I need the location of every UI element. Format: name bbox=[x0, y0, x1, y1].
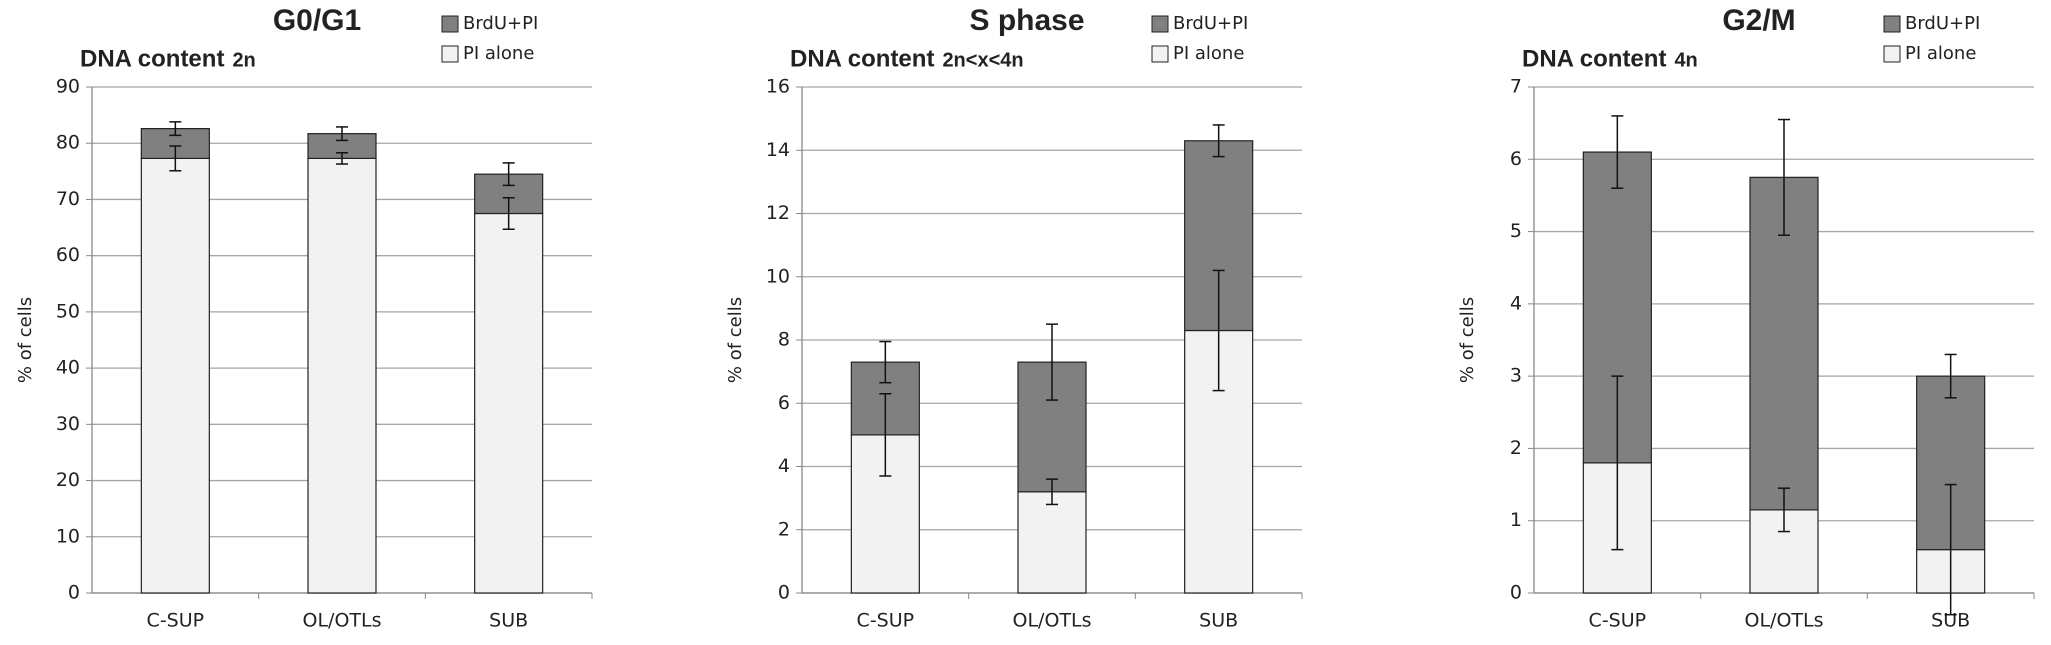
y-tick-label: 20 bbox=[56, 469, 80, 491]
legend-label: BrdU+PI bbox=[1905, 13, 1980, 34]
chart-subtitle-suffix: 2n bbox=[232, 49, 255, 71]
bar-segment bbox=[140, 157, 210, 594]
x-tick-label: SUB bbox=[1199, 610, 1238, 632]
legend-swatch bbox=[1883, 15, 1901, 33]
y-tick-label: 12 bbox=[766, 202, 790, 224]
legend-swatch bbox=[441, 45, 459, 63]
chart-panel: G0/G1 DNA content 2n % of cells 0 10 20 30 40 50 6… bbox=[15, 4, 593, 632]
y-axis-label: % of cells bbox=[15, 297, 36, 383]
legend-label: PI alone bbox=[463, 43, 534, 64]
bar-segment bbox=[1017, 491, 1087, 594]
y-tick-label: 4 bbox=[1510, 292, 1522, 314]
y-tick-label: 70 bbox=[56, 188, 80, 210]
y-tick-label: 6 bbox=[778, 392, 790, 414]
y-tick-label: 10 bbox=[56, 525, 80, 547]
y-tick-label: 14 bbox=[766, 139, 790, 161]
chart-subtitle: DNA content bbox=[80, 45, 224, 72]
y-tick-label: 8 bbox=[778, 329, 790, 351]
y-tick-label: 4 bbox=[778, 455, 790, 477]
y-tick-label: 1 bbox=[1510, 509, 1522, 531]
legend-swatch bbox=[1151, 45, 1169, 63]
legend-label: BrdU+PI bbox=[1173, 13, 1248, 34]
chart-panel: S phase DNA content 2n<x<4n % of cells 0 2 4 6 8… bbox=[725, 4, 1303, 632]
y-tick-label: 0 bbox=[778, 582, 790, 604]
x-tick-label: C-SUP bbox=[1589, 610, 1647, 632]
y-tick-label: 50 bbox=[56, 300, 80, 322]
y-tick-label: 2 bbox=[1510, 437, 1522, 459]
x-tick-label: C-SUP bbox=[857, 610, 915, 632]
x-tick-label: SUB bbox=[489, 610, 528, 632]
legend-label: PI alone bbox=[1905, 43, 1976, 64]
chart-subtitle: DNA content bbox=[1522, 45, 1666, 72]
x-tick-label: OL/OTLs bbox=[1745, 610, 1824, 632]
y-tick-label: 3 bbox=[1510, 365, 1522, 387]
chart-title: G0/G1 bbox=[273, 4, 361, 37]
x-tick-label: SUB bbox=[1931, 610, 1970, 632]
chart-subtitle: DNA content bbox=[790, 45, 934, 72]
y-tick-label: 40 bbox=[56, 357, 80, 379]
y-axis-label: % of cells bbox=[1457, 297, 1478, 383]
y-tick-label: 5 bbox=[1510, 220, 1522, 242]
legend-swatch bbox=[1883, 45, 1901, 63]
legend-label: BrdU+PI bbox=[463, 13, 538, 34]
y-tick-label: 90 bbox=[56, 76, 80, 98]
y-tick-label: 2 bbox=[778, 518, 790, 540]
y-tick-label: 7 bbox=[1510, 76, 1522, 98]
chart-title: G2/M bbox=[1722, 4, 1795, 37]
y-tick-label: 80 bbox=[56, 132, 80, 154]
bar-segment bbox=[307, 157, 377, 594]
y-tick-label: 60 bbox=[56, 244, 80, 266]
bar-segment bbox=[474, 212, 544, 594]
x-tick-label: OL/OTLs bbox=[303, 610, 382, 632]
y-tick-label: 0 bbox=[1510, 582, 1522, 604]
x-tick-label: OL/OTLs bbox=[1013, 610, 1092, 632]
y-tick-label: 30 bbox=[56, 413, 80, 435]
legend-swatch bbox=[1151, 15, 1169, 33]
y-tick-label: 6 bbox=[1510, 148, 1522, 170]
x-tick-label: C-SUP bbox=[147, 610, 205, 632]
y-tick-label: 0 bbox=[68, 582, 80, 604]
chart-subtitle-suffix: 2n<x<4n bbox=[942, 49, 1023, 71]
y-tick-label: 10 bbox=[766, 265, 790, 287]
chart-subtitle-suffix: 4n bbox=[1674, 49, 1697, 71]
y-tick-label: 16 bbox=[766, 76, 790, 98]
chart-panel: G2/M DNA content 4n % of cells 0 1 2 3 4 5 6 7 C-SUP… bbox=[1457, 4, 2035, 632]
legend-swatch bbox=[441, 15, 459, 33]
chart-title: S phase bbox=[969, 4, 1084, 37]
legend-label: PI alone bbox=[1173, 43, 1244, 64]
y-axis-label: % of cells bbox=[725, 297, 746, 383]
